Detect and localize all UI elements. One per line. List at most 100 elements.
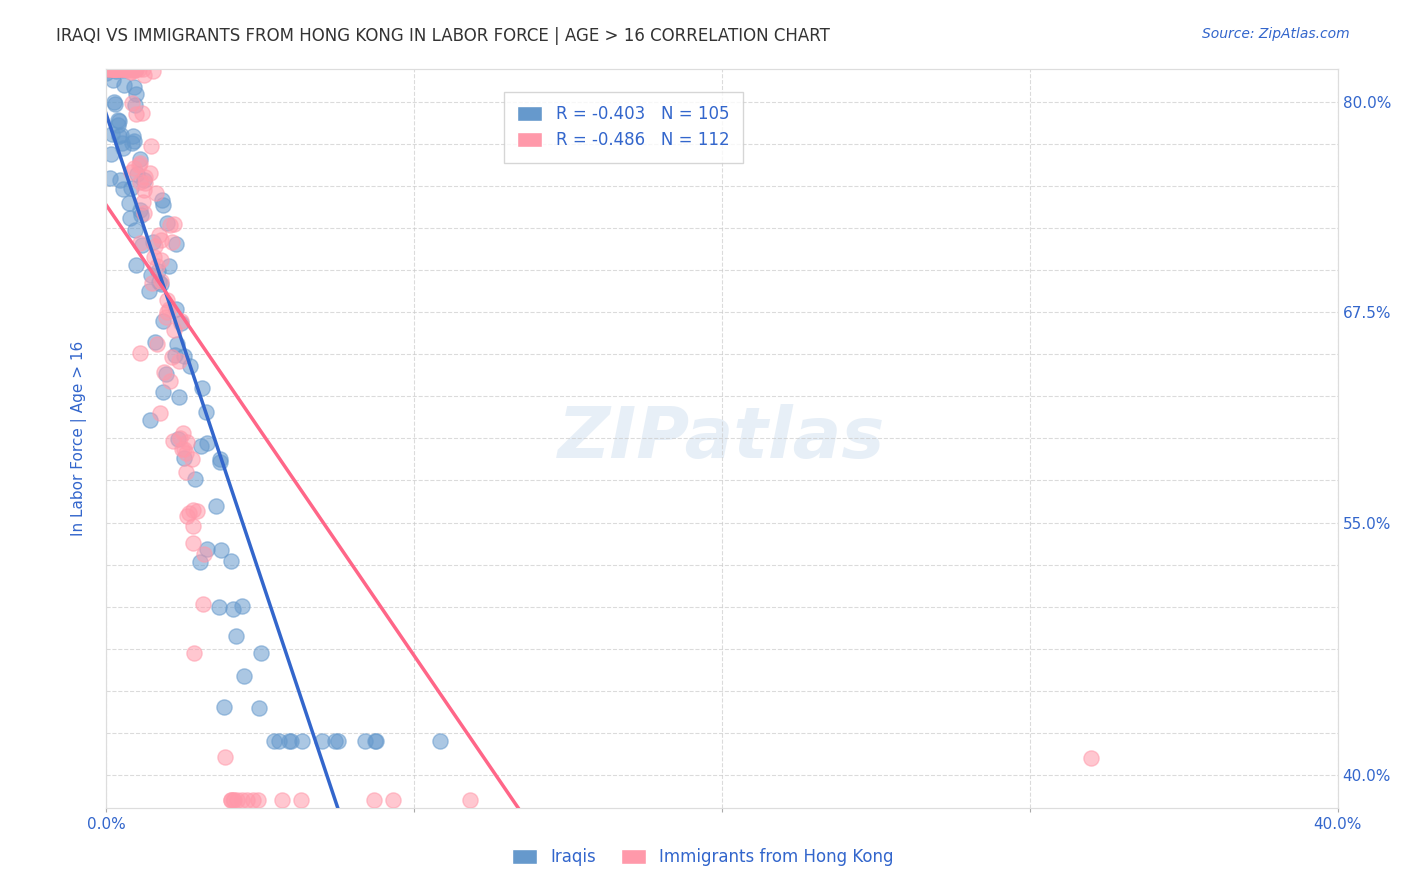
Point [101,127,124,141]
Point [125,107,148,121]
Point [100,146,122,161]
Point [97,62,120,76]
Point [104,62,127,76]
Point [162,434,184,449]
Point [138,284,160,298]
Point [152,385,174,400]
Point [120,65,142,79]
Point [181,502,204,516]
Point [110,62,132,76]
Point [190,439,212,453]
Point [100,62,122,76]
Point [124,62,146,76]
Point [114,62,136,76]
Point [205,499,228,513]
Point [269,734,291,748]
Point [121,64,143,78]
Point [97,62,120,76]
Point [97,62,120,76]
Text: ZIPatlas: ZIPatlas [558,404,886,473]
Point [104,62,127,76]
Point [181,519,204,533]
Point [208,600,231,615]
Point [219,554,242,568]
Point [174,466,197,480]
Point [105,62,128,76]
Point [100,62,122,76]
Point [208,452,231,467]
Point [222,602,245,616]
Point [170,314,193,328]
Point [107,62,129,76]
Point [120,180,142,194]
Point [169,354,191,368]
Point [131,237,153,252]
Point [195,541,218,556]
Point [139,165,162,179]
Point [354,734,377,748]
Point [131,105,153,120]
Point [138,413,160,427]
Point [232,669,254,683]
Point [131,194,153,209]
Point [225,629,247,643]
Point [118,196,141,211]
Point [104,62,127,76]
Point [114,62,136,76]
Point [121,95,143,110]
Point [172,425,194,440]
Point [120,62,142,76]
Point [129,345,152,359]
Point [326,734,349,748]
Point [190,555,212,569]
Point [128,236,150,251]
Point [134,205,156,219]
Point [214,699,236,714]
Point [125,62,148,76]
Point [149,253,172,268]
Point [363,793,385,807]
Point [165,301,187,316]
Point [174,446,197,460]
Point [132,173,155,187]
Point [191,381,214,395]
Point [98,62,121,76]
Point [173,442,195,456]
Point [183,472,205,486]
Point [176,435,198,450]
Point [179,359,201,373]
Point [176,508,198,523]
Legend: R = -0.403   N = 105, R = -0.486   N = 112: R = -0.403 N = 105, R = -0.486 N = 112 [503,92,742,162]
Point [195,405,218,419]
Point [246,793,269,807]
Point [110,136,132,150]
Point [219,793,242,807]
Point [98,62,121,76]
Point [208,455,231,469]
Point [156,216,179,230]
Point [112,62,135,76]
Point [107,118,129,132]
Point [103,62,125,76]
Point [145,186,167,200]
Point [247,701,270,715]
Point [101,62,124,76]
Point [214,750,236,764]
Point [120,165,142,179]
Point [193,547,215,561]
Point [181,536,204,550]
Point [118,62,141,76]
Point [129,202,152,217]
Point [242,793,264,807]
Point [134,169,156,184]
Point [121,62,143,76]
Point [108,62,131,76]
Point [222,793,245,807]
Point [121,136,143,150]
Point [124,62,146,77]
Point [263,734,285,748]
Text: Source: ZipAtlas.com: Source: ZipAtlas.com [1202,27,1350,41]
Point [143,251,166,265]
Point [110,173,132,187]
Point [139,139,162,153]
